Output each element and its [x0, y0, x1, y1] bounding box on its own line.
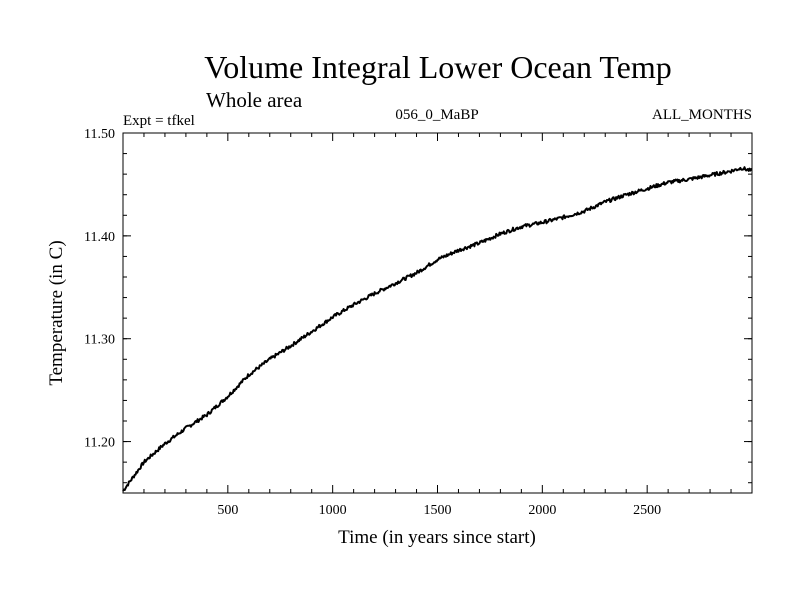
chart-subtitle: Whole area: [206, 88, 303, 112]
x-tick-label: 1000: [319, 503, 347, 518]
x-tick-label: 2500: [633, 503, 661, 518]
y-tick-label: 11.50: [84, 127, 115, 142]
chart-title: Volume Integral Lower Ocean Temp: [204, 49, 672, 85]
header-left-label: Expt = tfkel: [123, 113, 195, 129]
x-tick-label: 500: [217, 503, 238, 518]
y-tick-label: 11.20: [84, 436, 115, 451]
y-tick-label: 11.40: [84, 230, 115, 245]
series-line-temperature: [122, 166, 753, 492]
header-center-label: 056_0_MaBP: [395, 107, 478, 123]
y-tick-label: 11.30: [84, 333, 115, 348]
x-axis-tick-labels: 500 1000 1500 2000 2500: [217, 503, 661, 518]
y-axis-tick-labels: 11.20 11.30 11.40 11.50: [84, 127, 115, 451]
x-tick-label: 1500: [424, 503, 452, 518]
header-right-label: ALL_MONTHS: [652, 107, 752, 123]
x-tick-label: 2000: [528, 503, 556, 518]
y-axis-label: Temperature (in C): [46, 240, 67, 385]
x-axis-label: Time (in years since start): [338, 527, 536, 548]
y-axis-ticks: [123, 132, 752, 484]
x-axis-ticks: [143, 133, 732, 493]
